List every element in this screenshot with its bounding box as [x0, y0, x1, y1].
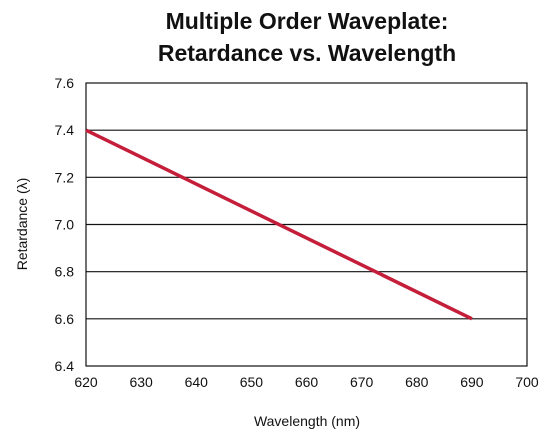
x-tick-labels: 620 630 640 650 660 670 680 690 700	[74, 374, 539, 390]
series-line-0	[85, 128, 473, 321]
x-tick-label-5: 670	[350, 374, 374, 390]
gridlines	[86, 129, 527, 320]
y-tick-label-4: 7.2	[55, 169, 75, 185]
x-tick-label-3: 650	[240, 374, 264, 390]
x-tick-label-2: 640	[185, 374, 209, 390]
x-tick-label-8: 700	[515, 374, 539, 390]
y-tick-label-3: 7.0	[55, 217, 75, 233]
x-tick-label-0: 620	[74, 374, 98, 390]
x-axis-label: Wavelength (nm)	[254, 413, 360, 429]
x-tick-label-7: 690	[460, 374, 484, 390]
chart-title-line-2: Retardance vs. Wavelength	[158, 40, 456, 66]
y-tick-labels: 6.4 6.6 6.8 7.0 7.2 7.4 7.6	[55, 75, 75, 374]
chart-title-line-1: Multiple Order Waveplate:	[166, 8, 449, 34]
y-tick-label-2: 6.8	[55, 264, 75, 280]
x-tick-label-4: 660	[295, 374, 319, 390]
x-tick-label-1: 630	[129, 374, 153, 390]
x-tick-label-6: 680	[405, 374, 429, 390]
y-tick-label-1: 6.6	[55, 311, 75, 327]
plot-frame	[85, 82, 528, 367]
y-tick-label-6: 7.6	[55, 75, 75, 91]
series-layer	[85, 128, 473, 321]
y-tick-label-0: 6.4	[55, 358, 75, 374]
y-axis-label: Retardance (λ)	[14, 178, 30, 271]
y-tick-label-5: 7.4	[55, 122, 75, 138]
